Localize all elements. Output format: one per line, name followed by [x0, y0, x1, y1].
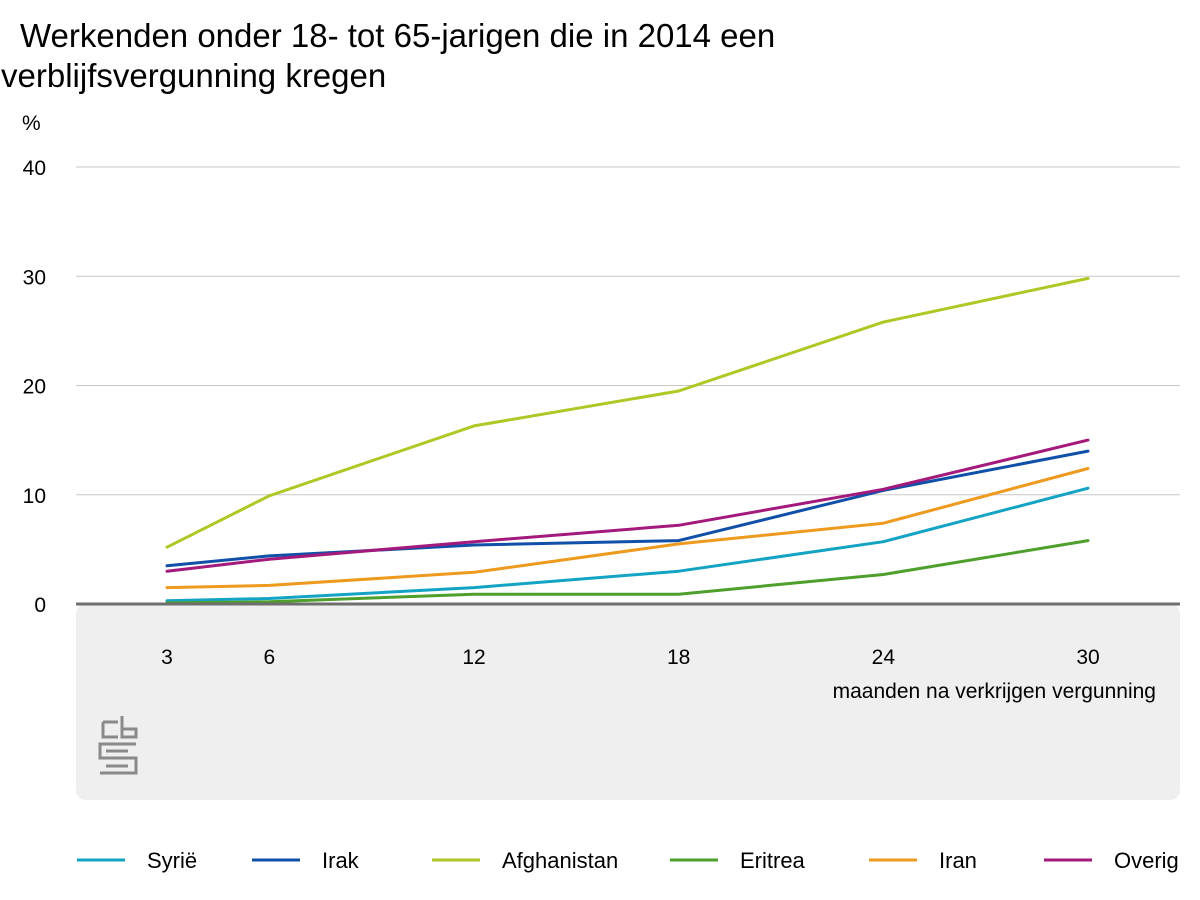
legend-label: Afghanistan [502, 848, 618, 873]
y-tick-label: 10 [23, 485, 46, 508]
x-tick-label: 18 [667, 646, 690, 669]
y-axis-ticks: 0 10 20 30 40 [23, 157, 46, 617]
x-tick-label: 12 [462, 646, 485, 669]
legend: Syrië Irak Afghanistan Eritrea Iran Overig [77, 848, 1179, 873]
x-axis-panel [76, 604, 1180, 800]
series-line-syri- [165, 486, 1090, 603]
series-line-eritrea [165, 539, 1090, 605]
legend-label: Irak [322, 848, 360, 873]
y-tick-label: 20 [23, 376, 46, 399]
legend-item-irak: Irak [252, 848, 360, 873]
legend-item-afghanistan: Afghanistan [432, 848, 618, 873]
x-axis-ticks: 3 6 12 18 24 30 [161, 646, 1100, 669]
legend-item-eritrea: Eritrea [670, 848, 806, 873]
gridlines [76, 166, 1180, 496]
legend-label: Overig [1114, 848, 1179, 873]
y-tick-label: 40 [23, 157, 46, 180]
y-axis-label: % [22, 112, 41, 135]
series-line-overig [165, 438, 1090, 573]
x-tick-label: 24 [872, 646, 896, 669]
series-line-irak [165, 449, 1090, 568]
y-tick-label: 30 [23, 266, 46, 289]
x-axis-label: maanden na verkrijgen vergunning [833, 680, 1156, 703]
chart-title-line-2: verblijfsvergunning kregen [1, 57, 386, 94]
cbs-logo-icon [98, 716, 138, 775]
legend-label: Eritrea [740, 848, 806, 873]
legend-item-overig: Overig [1044, 848, 1179, 873]
y-tick-label: 0 [34, 594, 46, 617]
x-tick-label: 6 [263, 646, 275, 669]
series-lines [165, 276, 1090, 605]
x-tick-label: 3 [161, 646, 173, 669]
legend-item-syri-: Syrië [77, 848, 197, 873]
legend-item-iran: Iran [869, 848, 977, 873]
x-tick-label: 30 [1076, 646, 1099, 669]
series-line-afghanistan [165, 276, 1090, 549]
series-line-iran [165, 467, 1090, 590]
chart-title-line-1: Werkenden onder 18- tot 65-jarigen die i… [20, 17, 775, 54]
legend-label: Iran [939, 848, 977, 873]
legend-label: Syrië [147, 848, 197, 873]
